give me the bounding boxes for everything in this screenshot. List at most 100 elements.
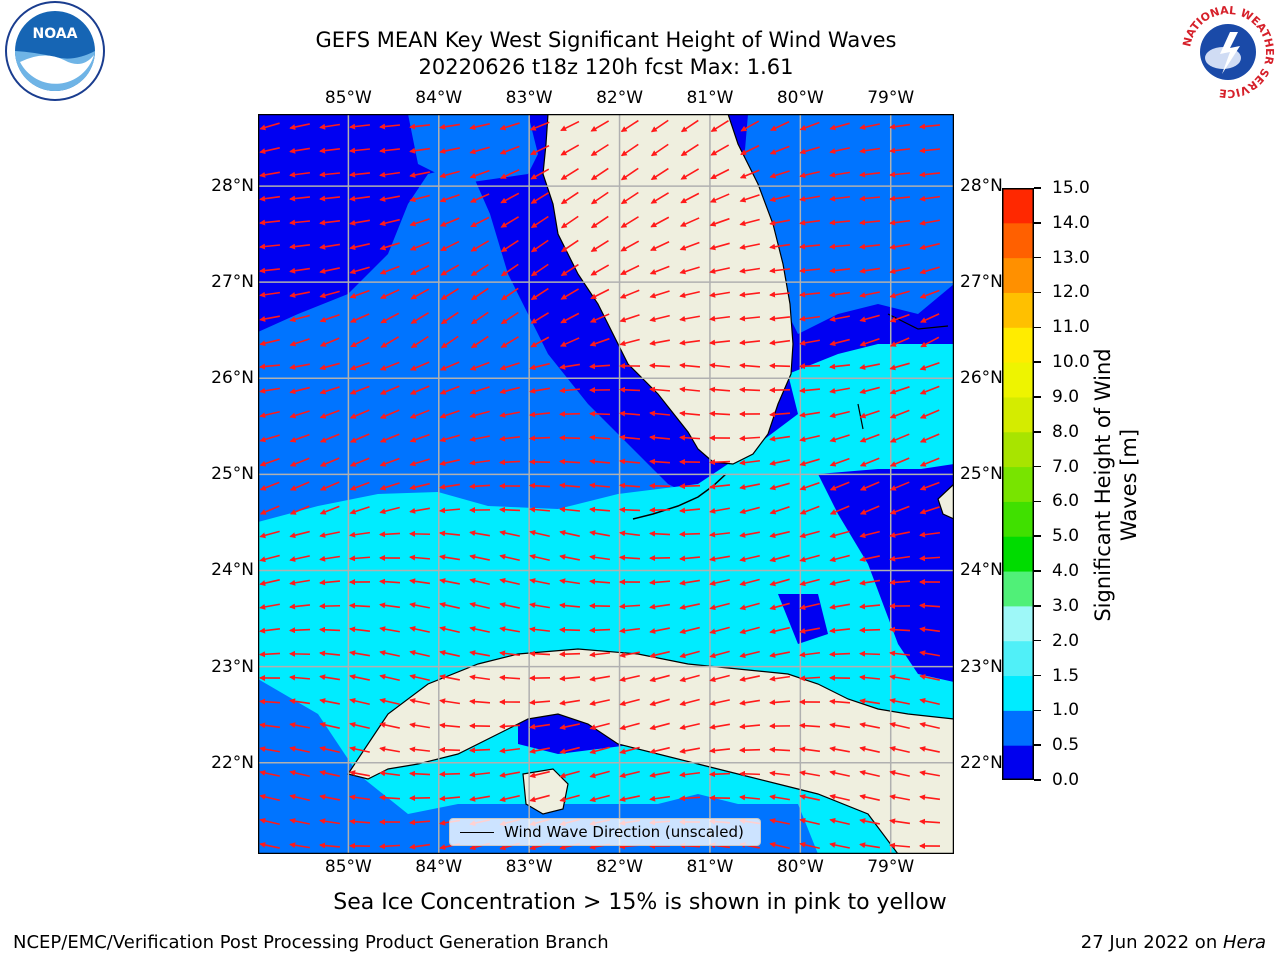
wave-direction-arrow [709,626,730,635]
wave-direction-arrow [379,626,400,633]
wave-direction-arrow [709,699,730,707]
wave-direction-arrow [469,747,491,754]
wave-direction-arrow [469,123,490,131]
wave-direction-arrow [319,313,340,323]
wave-direction-arrow [769,219,790,226]
wave-direction-arrow [439,217,460,227]
wave-direction-arrow [919,409,940,419]
wave-direction-arrow [379,770,401,777]
wave-direction-arrow [349,433,370,443]
wave-direction-arrow [799,794,820,801]
wave-direction-arrow [289,314,310,323]
colorbar-tick-label: 15.0 [1052,178,1090,198]
wave-direction-arrow [559,746,580,755]
wave-direction-arrow [470,335,489,349]
wave-direction-arrow [799,481,820,491]
wave-direction-arrow [739,339,761,346]
wave-direction-arrow [410,312,429,324]
wave-direction-arrow [499,386,520,395]
wave-direction-arrow [349,794,371,801]
wave-direction-arrow [590,191,609,205]
ocean-band-0.5-1.0 [743,114,954,334]
wave-direction-arrow [709,555,730,562]
wave-direction-arrow [409,673,430,682]
noaa-logo-text: NOAA [33,26,78,42]
wave-direction-arrow [259,195,281,202]
colorbar-tick-mark [1034,744,1041,746]
colorbar-segment [1002,536,1034,572]
wave-direction-arrow [919,650,940,657]
wave-direction-arrow [769,145,790,155]
wave-direction-arrow [799,339,820,346]
wave-direction-arrow [439,771,461,778]
wave-direction-arrow [859,555,880,562]
wave-direction-arrow [709,291,730,298]
wave-direction-arrow [769,243,791,250]
wave-direction-arrow [439,746,461,753]
colorbar-tick-mark [1034,222,1041,224]
wave-direction-arrow [589,313,610,323]
wave-direction-arrow [709,650,730,659]
wave-direction-arrow [709,723,730,730]
wave-direction-arrow [889,267,910,275]
wave-direction-arrow [889,842,911,849]
wave-direction-arrow [499,145,520,155]
lon-label-top: 83°W [505,88,553,108]
wave-direction-arrow [619,554,641,561]
wave-direction-arrow [529,411,551,418]
wave-direction-arrow [349,147,371,154]
wave-direction-arrow [500,192,520,204]
wave-direction-arrow [679,483,701,490]
wave-direction-arrow [709,267,730,274]
wave-direction-arrow [289,793,310,802]
wave-direction-arrow [259,363,281,370]
wave-direction-arrow [739,675,760,682]
colorbar-tick-label: 4.0 [1052,561,1080,582]
wave-direction-arrow [379,673,400,682]
wave-direction-arrow [799,219,821,226]
wave-direction-arrow [859,267,881,274]
wave-direction-arrow [859,243,881,250]
colorbar-segment [1002,466,1034,502]
wave-direction-arrow [439,123,461,130]
wave-direction-arrow [349,697,370,706]
wave-direction-arrow [439,459,460,467]
wave-direction-arrow [289,530,310,539]
wave-direction-arrow [439,601,460,609]
wave-direction-arrow [349,721,370,730]
wave-direction-arrow [349,602,371,609]
wave-direction-arrow [289,386,310,395]
wave-direction-arrow [620,264,640,276]
wave-direction-arrow [349,385,370,395]
wave-direction-arrow [319,650,341,657]
wave-direction-arrow [529,362,550,371]
wave-direction-arrow [829,267,851,274]
wave-direction-arrow [319,769,340,777]
wave-direction-arrow [919,457,940,467]
wave-direction-arrow [500,336,519,348]
wave-direction-arrow [259,243,281,250]
wave-direction-arrow [709,771,731,778]
wave-direction-arrow [319,818,341,825]
wave-direction-arrow [589,675,610,682]
wave-direction-arrow [649,362,671,369]
lon-label-top: 84°W [415,88,463,108]
wave-direction-arrow [319,362,340,371]
wave-direction-arrow [919,626,941,633]
wave-direction-arrow [259,457,280,467]
wave-direction-arrow [499,794,520,803]
wave-direction-arrow [379,650,400,657]
wave-direction-arrow [649,674,670,683]
wave-direction-arrow [559,626,581,633]
wave-direction-arrow [499,435,521,442]
wave-direction-arrow [469,601,490,610]
lon-label-top: 81°W [686,88,734,108]
wave-direction-arrow [679,674,700,683]
wave-direction-arrow [919,531,941,538]
wave-direction-arrow [889,626,911,633]
colorbar-tick-label: 10.0 [1052,352,1090,373]
wave-direction-arrow [739,723,761,730]
colorbar-tick-label: 1.0 [1052,700,1080,721]
wave-direction-arrow [319,147,341,154]
wave-direction-arrow [919,770,940,777]
